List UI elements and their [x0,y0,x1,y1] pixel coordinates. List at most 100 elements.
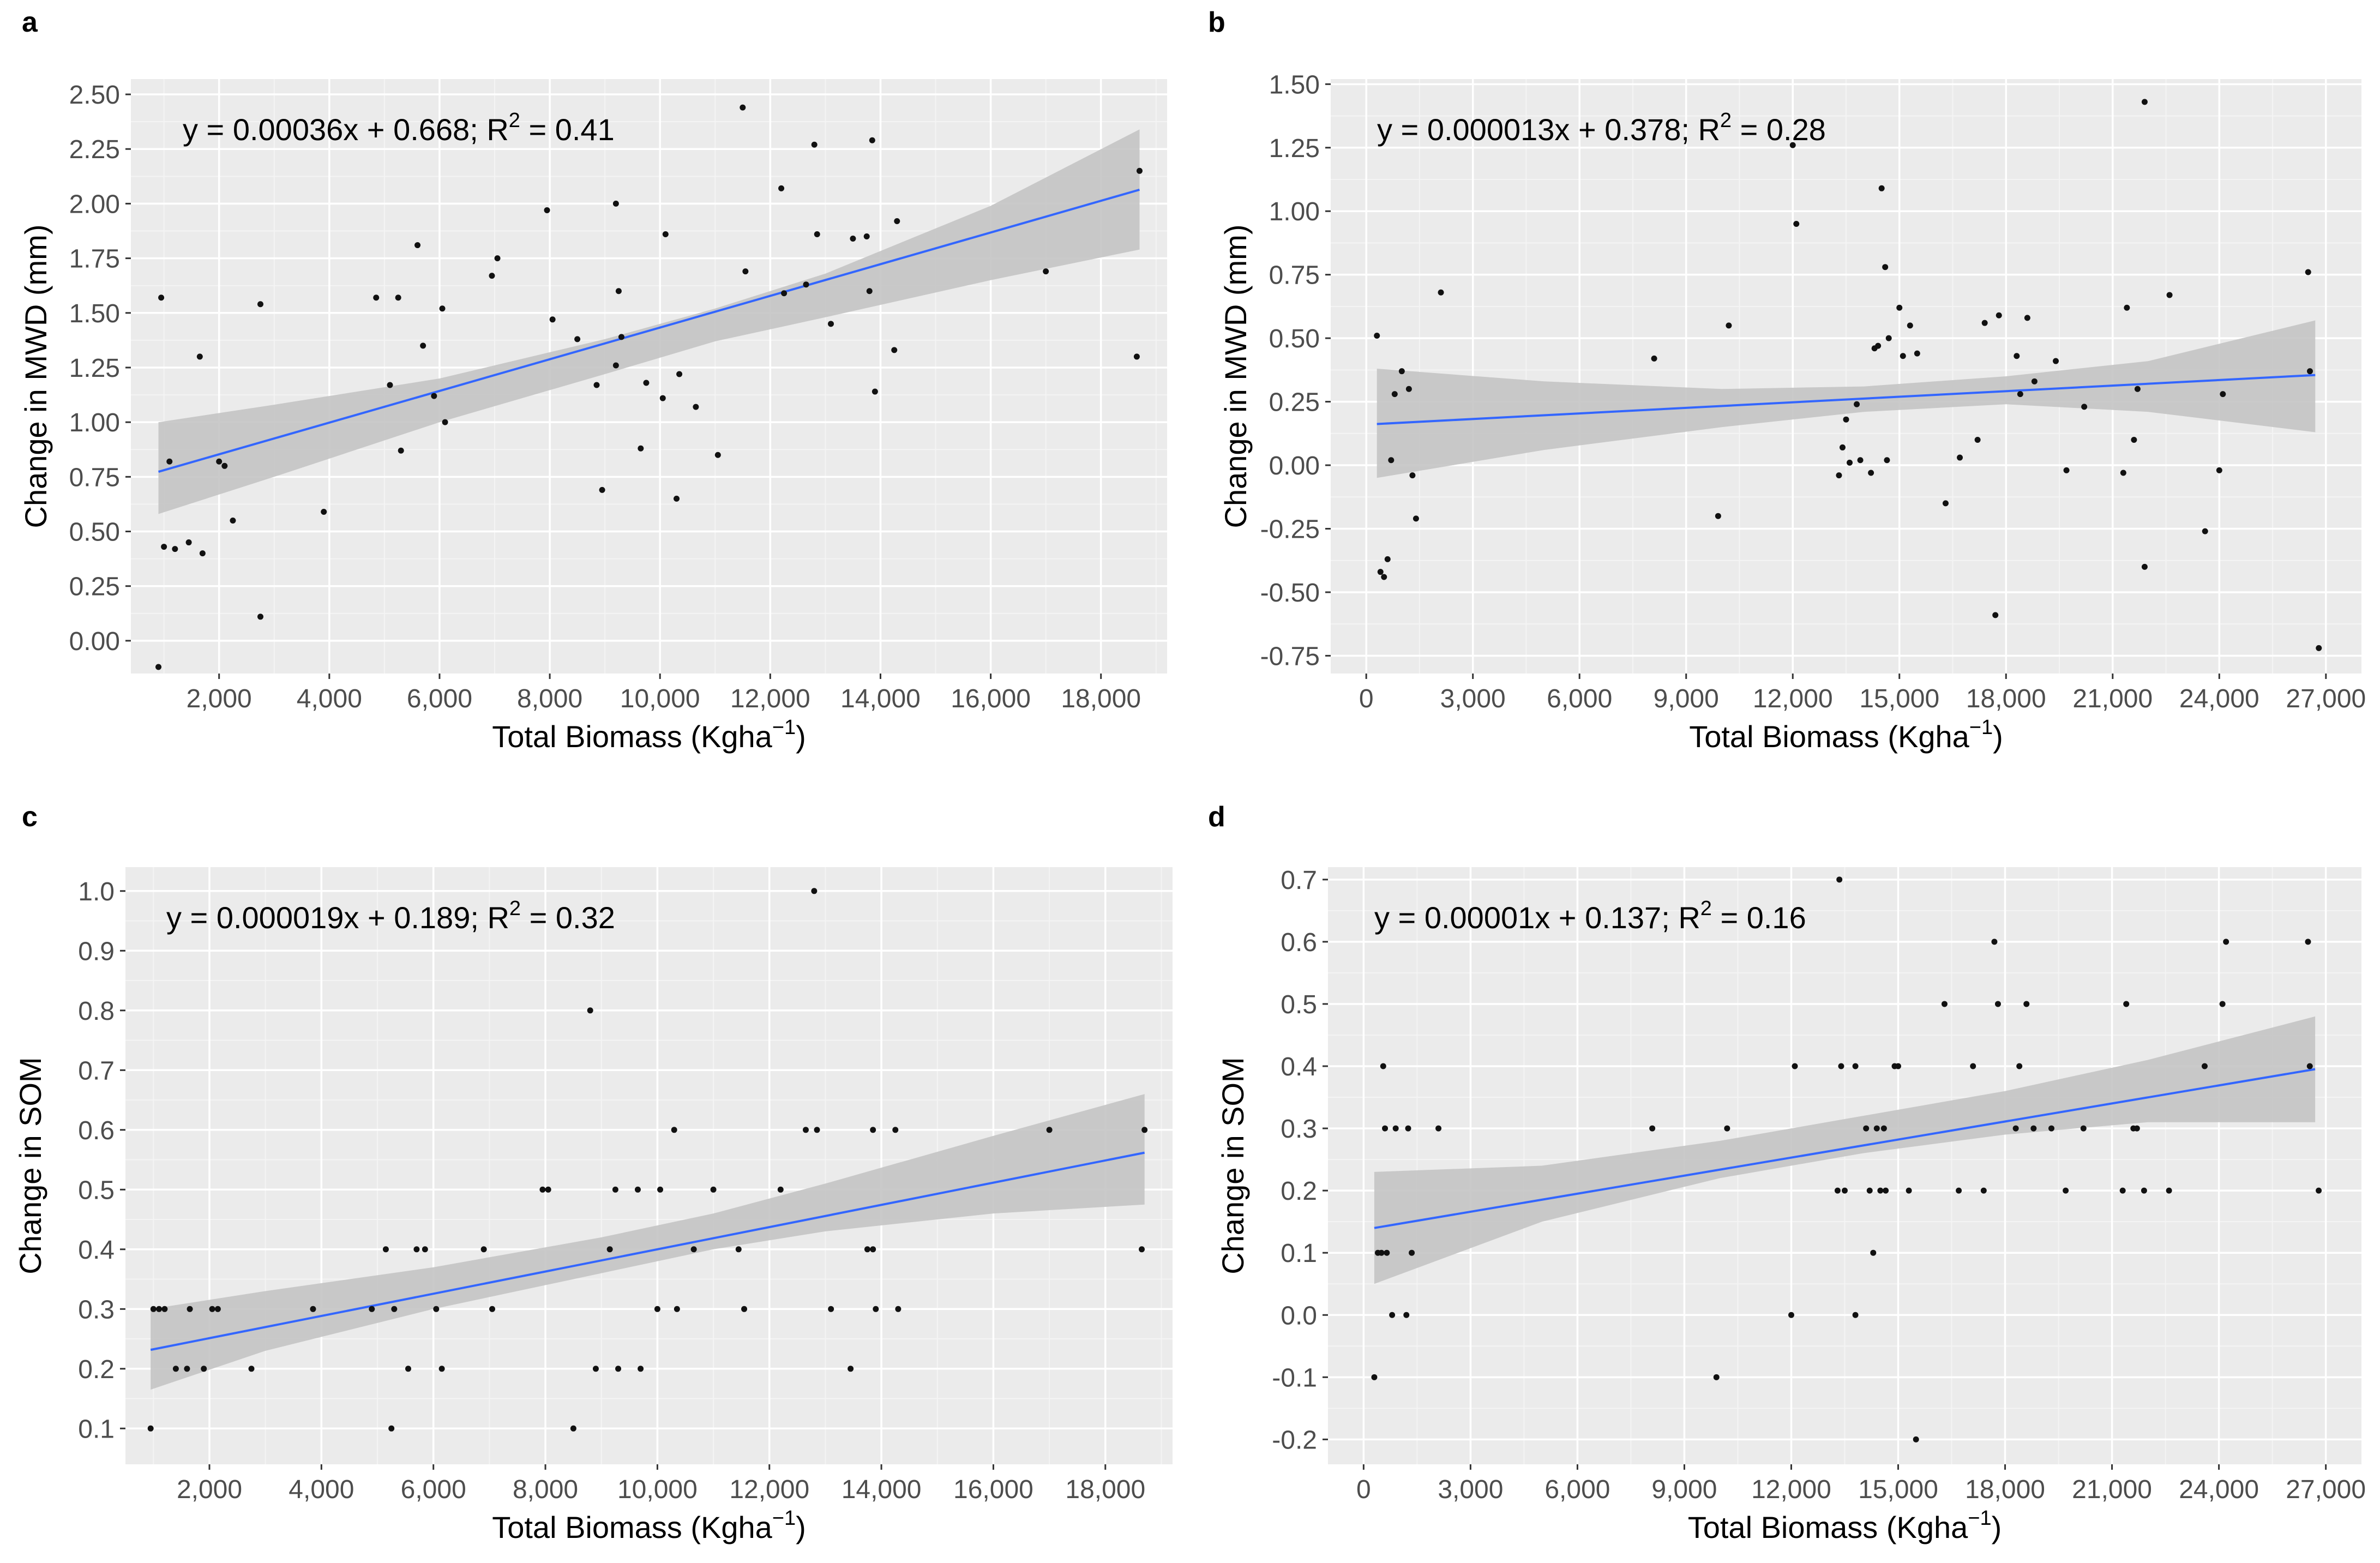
data-point [209,1306,215,1312]
data-point [735,1246,742,1253]
data-point [615,1366,622,1372]
y-tick-label: 1.00 [1269,197,1320,226]
x-tick-label: 2,000 [187,684,252,713]
data-point [2017,391,2023,398]
data-point [2063,1187,2069,1194]
y-tick-label: -0.50 [1260,579,1320,608]
data-point [1838,1063,1844,1069]
data-point [2023,1001,2030,1007]
data-point [1907,322,1913,329]
y-axis-label: Change in MWD (mm) [1218,225,1253,528]
data-point [166,458,173,465]
data-point [248,1366,255,1372]
x-tick-label: 15,000 [1859,684,1939,713]
data-point [494,255,501,262]
data-point [2134,386,2141,392]
data-point [777,1186,784,1193]
y-tick-label: 0.50 [69,518,120,547]
y-tick-label: 0.2 [78,1355,115,1384]
data-point [1868,470,1874,476]
data-point [2202,528,2208,534]
data-point [1885,335,1892,341]
data-point [870,1127,876,1133]
y-tick-label: 1.25 [69,354,120,383]
data-point [659,395,666,401]
data-point [1913,1436,1919,1442]
x-axis-label-main: Total Biomass (Kgha [1689,719,1969,754]
data-point [2030,1125,2037,1132]
data-point [442,419,448,425]
data-point [172,546,178,552]
data-point [1715,513,1721,519]
x-tick-label: 4,000 [289,1475,354,1504]
data-point [1875,342,1882,349]
data-point [201,1366,207,1372]
data-point [382,1246,389,1253]
data-point [420,342,426,349]
x-axis-label: Total Biomass (Kgha−1) [1689,716,2003,754]
x-axis-label-end: ) [1992,1510,2002,1544]
x-tick-label: 18,000 [1061,684,1141,713]
panel-letter: d [1208,801,1225,833]
data-point [674,1306,680,1312]
data-point [1895,1063,1902,1069]
data-point [1906,1187,1912,1194]
data-point [2081,404,2088,410]
data-point [544,207,550,213]
data-point [2316,1187,2322,1194]
data-points [147,888,1148,1432]
x-tick-label: 18,000 [1065,1475,1145,1504]
data-point [1836,472,1842,479]
data-point [671,1127,677,1133]
data-point [398,447,404,454]
data-point [1896,304,1903,311]
data-point [1378,1249,1385,1256]
x-tick-label: 27,000 [2286,1475,2366,1504]
y-tick-label: 1.0 [78,877,115,906]
plot-background [131,79,1167,674]
data-point [539,1186,546,1193]
data-point [1793,221,1800,227]
data-point [489,1306,496,1312]
data-point [1992,612,1999,618]
data-point [2141,99,2148,105]
x-tick-label: 9,000 [1654,684,1719,713]
data-point [1880,1125,1887,1132]
data-point [674,495,680,502]
y-tick-label: 0.5 [1281,990,1317,1019]
y-tick-label: 0.3 [78,1295,115,1324]
data-point [593,382,600,388]
data-point [1374,332,1380,339]
data-point [634,1186,641,1193]
data-point [2124,304,2130,311]
y-tick-label: 2.50 [69,81,120,110]
x-tick-label: 12,000 [1751,1475,1831,1504]
data-point [615,288,622,294]
x-tick-label: 6,000 [1544,1475,1610,1504]
data-point [710,1186,717,1193]
y-tick-label: 2.00 [69,190,120,219]
data-point [1381,574,1387,580]
regression-line [150,1151,1145,1351]
data-point [1788,1312,1794,1318]
data-point [2133,1125,2140,1132]
y-tick-label: 0.1 [78,1415,115,1444]
x-tick-label: 18,000 [1966,684,2046,713]
data-point [570,1425,576,1432]
data-point [2024,315,2030,321]
data-point [158,294,165,301]
data-point [1970,1063,1976,1069]
data-point [1914,350,1920,357]
data-point [1435,1125,1442,1132]
data-point [676,371,683,377]
x-axis-label-superscript: −1 [1968,1507,1991,1530]
data-point [1884,457,1890,464]
data-point [2307,368,2313,375]
y-tick-label: 0.25 [69,573,120,602]
x-tick-label: 14,000 [840,684,921,713]
data-point [2048,1125,2054,1132]
data-point [1043,268,1049,275]
data-point [1133,353,1140,360]
data-point [1136,167,1143,174]
data-point [1405,386,1412,392]
